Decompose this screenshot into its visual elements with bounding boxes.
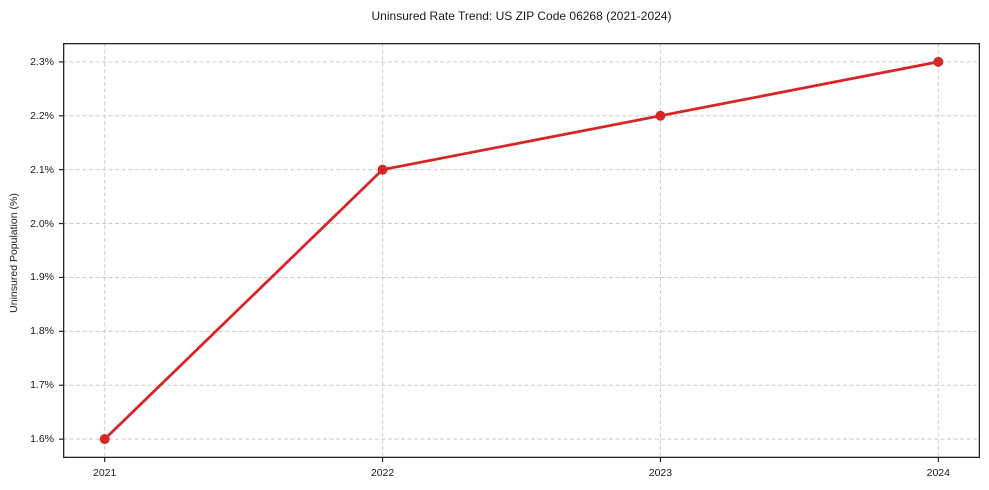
data-point-marker <box>933 56 944 67</box>
data-line <box>103 60 940 441</box>
y-tick-label: 1.8% <box>30 325 54 338</box>
x-tick-label: 2023 <box>648 467 673 479</box>
y-axis-label: Uninsured Population (%) <box>8 193 20 313</box>
y-tick-label: 2.3% <box>30 55 54 68</box>
data-point-marker <box>99 434 110 445</box>
x-tick-label: 2024 <box>926 467 950 479</box>
x-tick-label: 2021 <box>92 467 117 479</box>
chart-title: Uninsured Rate Trend: US ZIP Code 06268 … <box>371 9 672 23</box>
data-point-marker <box>377 164 388 175</box>
line-chart-svg <box>59 42 981 462</box>
plot-area <box>59 42 981 462</box>
y-tick-label: 2.0% <box>30 217 54 230</box>
y-tick-label: 1.9% <box>30 271 54 284</box>
x-tick-label: 2022 <box>370 467 395 479</box>
data-point-marker <box>655 110 666 121</box>
y-tick-label: 2.1% <box>30 163 54 176</box>
y-tick-label: 2.2% <box>30 109 54 122</box>
y-tick-label: 1.6% <box>30 433 54 446</box>
plot-border <box>62 42 981 459</box>
y-tick-label: 1.7% <box>30 379 54 392</box>
